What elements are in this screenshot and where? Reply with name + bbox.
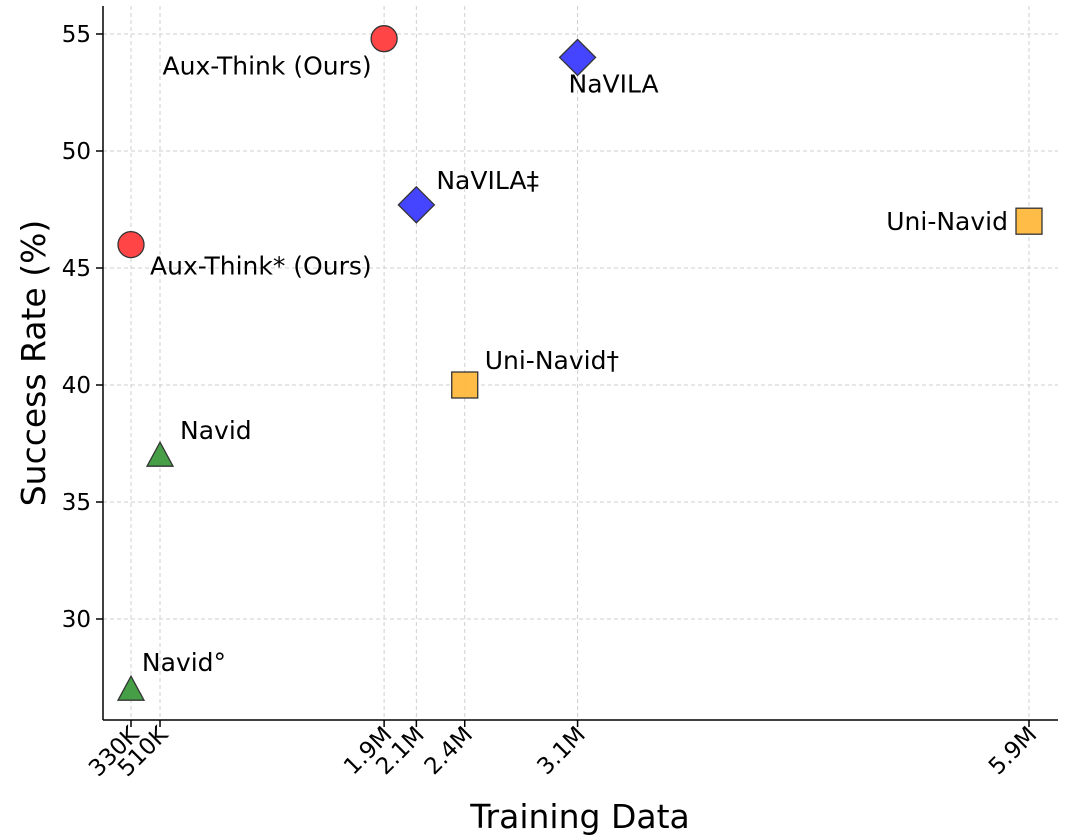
x-tick-label: 5.9M [984,722,1042,780]
point-label: Aux-Think* (Ours) [150,252,372,281]
y-tick-label: 40 [62,373,91,399]
y-tick-label: 55 [62,22,91,48]
y-tick-label: 50 [62,139,91,165]
point-triangle [116,674,146,701]
point-label: NaVILA [569,69,659,98]
x-tick-label: 2.4M [420,722,478,780]
point-labels: Aux-Think (Ours) NaVILA NaVILA‡ Aux-Think* … [142,52,1008,678]
point-label: Navid° [142,648,226,677]
x-tick-label: 3.1M [533,722,591,780]
y-axis-title: Success Rate (%) [14,220,53,507]
y-tick-label: 35 [62,490,91,516]
point-label: Aux-Think (Ours) [163,52,372,81]
y-tick-label: 45 [62,256,91,282]
point-circle [117,230,145,259]
point-triangle [145,440,175,467]
grid [103,6,1058,720]
point-label: Uni-Navid† [485,346,619,375]
point-diamond [558,38,597,77]
point-label: Uni-Navid [886,207,1008,236]
point-circle [370,25,398,53]
point-square [1015,207,1043,235]
point-diamond [397,185,436,224]
y-tick-label: 30 [62,607,91,633]
data-points [116,25,1043,701]
point-square [451,371,479,399]
axes [102,6,1058,721]
point-label: Navid [180,416,252,445]
x-axis-title: Training Data [469,797,690,836]
point-label: NaVILA‡ [436,166,539,195]
